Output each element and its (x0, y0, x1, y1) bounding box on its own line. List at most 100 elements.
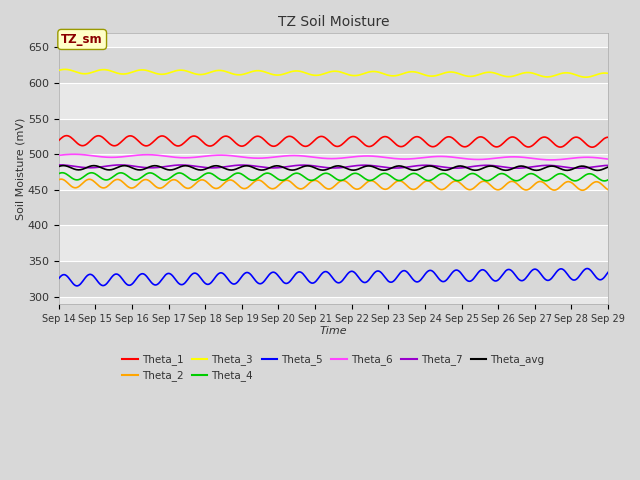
Theta_5 (317, 272, 324, 278)
Theta_7 (593, 163, 601, 169)
Y-axis label: Soil Moisture (mV): Soil Moisture (mV) (15, 117, 25, 220)
Bar (59, 154, 608, 190)
Theta_5 (74, 283, 81, 289)
Line: Theta_1: Theta_1 (59, 136, 608, 147)
Theta_avg (593, 168, 601, 173)
Theta_5 (506, 267, 514, 273)
Title: TZ Soil Moisture: TZ Soil Moisture (278, 15, 389, 29)
Theta_1 (63, 133, 70, 139)
Text: TZ_sm: TZ_sm (61, 33, 103, 46)
Theta_1 (589, 144, 596, 150)
Theta_avg (320, 167, 328, 173)
Theta_avg (604, 164, 612, 170)
Theta_6 (506, 154, 514, 160)
Line: Theta_3: Theta_3 (59, 69, 608, 77)
Theta_3 (593, 72, 601, 77)
Theta_avg (59, 163, 67, 168)
Theta_4 (320, 171, 328, 177)
Theta_avg (317, 167, 324, 173)
Theta_7 (353, 163, 361, 168)
Theta_1 (55, 138, 63, 144)
Theta_6 (383, 155, 390, 160)
Theta_5 (55, 276, 63, 282)
Theta_7 (506, 165, 514, 171)
Theta_4 (601, 178, 609, 184)
Theta_4 (55, 171, 63, 177)
Theta_6 (320, 156, 328, 161)
Theta_2 (353, 186, 361, 192)
Bar (59, 119, 608, 154)
Line: Theta_4: Theta_4 (59, 173, 608, 181)
Theta_4 (604, 177, 612, 183)
Line: Theta_avg: Theta_avg (59, 166, 608, 170)
Theta_3 (582, 74, 590, 80)
Theta_2 (383, 186, 390, 192)
Theta_6 (547, 157, 555, 163)
Theta_3 (55, 68, 63, 73)
Theta_2 (55, 177, 63, 183)
Line: Theta_6: Theta_6 (59, 154, 608, 160)
Theta_1 (593, 142, 601, 148)
Theta_5 (320, 269, 328, 275)
Theta_7 (317, 164, 324, 170)
Theta_4 (383, 171, 390, 177)
Theta_2 (320, 184, 328, 190)
Theta_5 (583, 265, 591, 271)
Bar (59, 226, 608, 261)
Theta_6 (317, 155, 324, 161)
Theta_3 (604, 71, 612, 76)
Theta_1 (506, 135, 514, 141)
Theta_5 (593, 276, 601, 281)
Bar (59, 190, 608, 226)
Theta_1 (604, 134, 612, 140)
Theta_3 (61, 66, 69, 72)
Theta_6 (604, 156, 612, 162)
Theta_6 (55, 153, 63, 158)
Theta_4 (317, 172, 324, 178)
Theta_6 (353, 154, 361, 159)
Theta_2 (57, 176, 65, 182)
Theta_5 (353, 272, 361, 278)
Theta_avg (383, 167, 390, 173)
Theta_avg (506, 167, 514, 172)
Theta_3 (383, 72, 390, 78)
Theta_7 (55, 162, 63, 168)
Theta_4 (58, 170, 66, 176)
Theta_avg (55, 164, 63, 169)
Line: Theta_2: Theta_2 (59, 179, 608, 190)
Theta_4 (592, 174, 600, 180)
Theta_2 (506, 179, 514, 185)
Theta_3 (317, 72, 324, 78)
Theta_5 (604, 269, 612, 275)
Line: Theta_5: Theta_5 (59, 268, 608, 286)
Theta_4 (506, 175, 514, 181)
Theta_avg (592, 168, 600, 173)
Bar (59, 261, 608, 297)
Bar (59, 83, 608, 119)
Bar (59, 47, 608, 83)
Theta_3 (353, 72, 361, 78)
X-axis label: Time: Time (319, 326, 347, 336)
Theta_7 (56, 162, 63, 168)
Theta_5 (383, 276, 390, 282)
Theta_1 (317, 133, 324, 139)
Theta_3 (506, 74, 514, 80)
Theta_7 (320, 165, 328, 170)
Theta_3 (320, 71, 328, 77)
Theta_avg (353, 167, 361, 172)
Theta_7 (383, 165, 390, 170)
Theta_6 (70, 151, 78, 157)
Theta_2 (604, 187, 612, 192)
Theta_1 (353, 135, 361, 141)
Theta_2 (317, 181, 324, 187)
Theta_1 (383, 134, 390, 140)
Theta_2 (593, 179, 601, 185)
Line: Theta_7: Theta_7 (59, 165, 608, 168)
Theta_1 (320, 134, 328, 140)
Theta_7 (604, 163, 612, 168)
Theta_2 (579, 187, 587, 193)
Theta_4 (353, 171, 361, 177)
Theta_7 (575, 165, 582, 171)
Theta_6 (593, 155, 601, 161)
Legend: Theta_1, Theta_2, Theta_3, Theta_4, Theta_5, Theta_6, Theta_7, Theta_avg: Theta_1, Theta_2, Theta_3, Theta_4, Thet… (118, 350, 549, 385)
